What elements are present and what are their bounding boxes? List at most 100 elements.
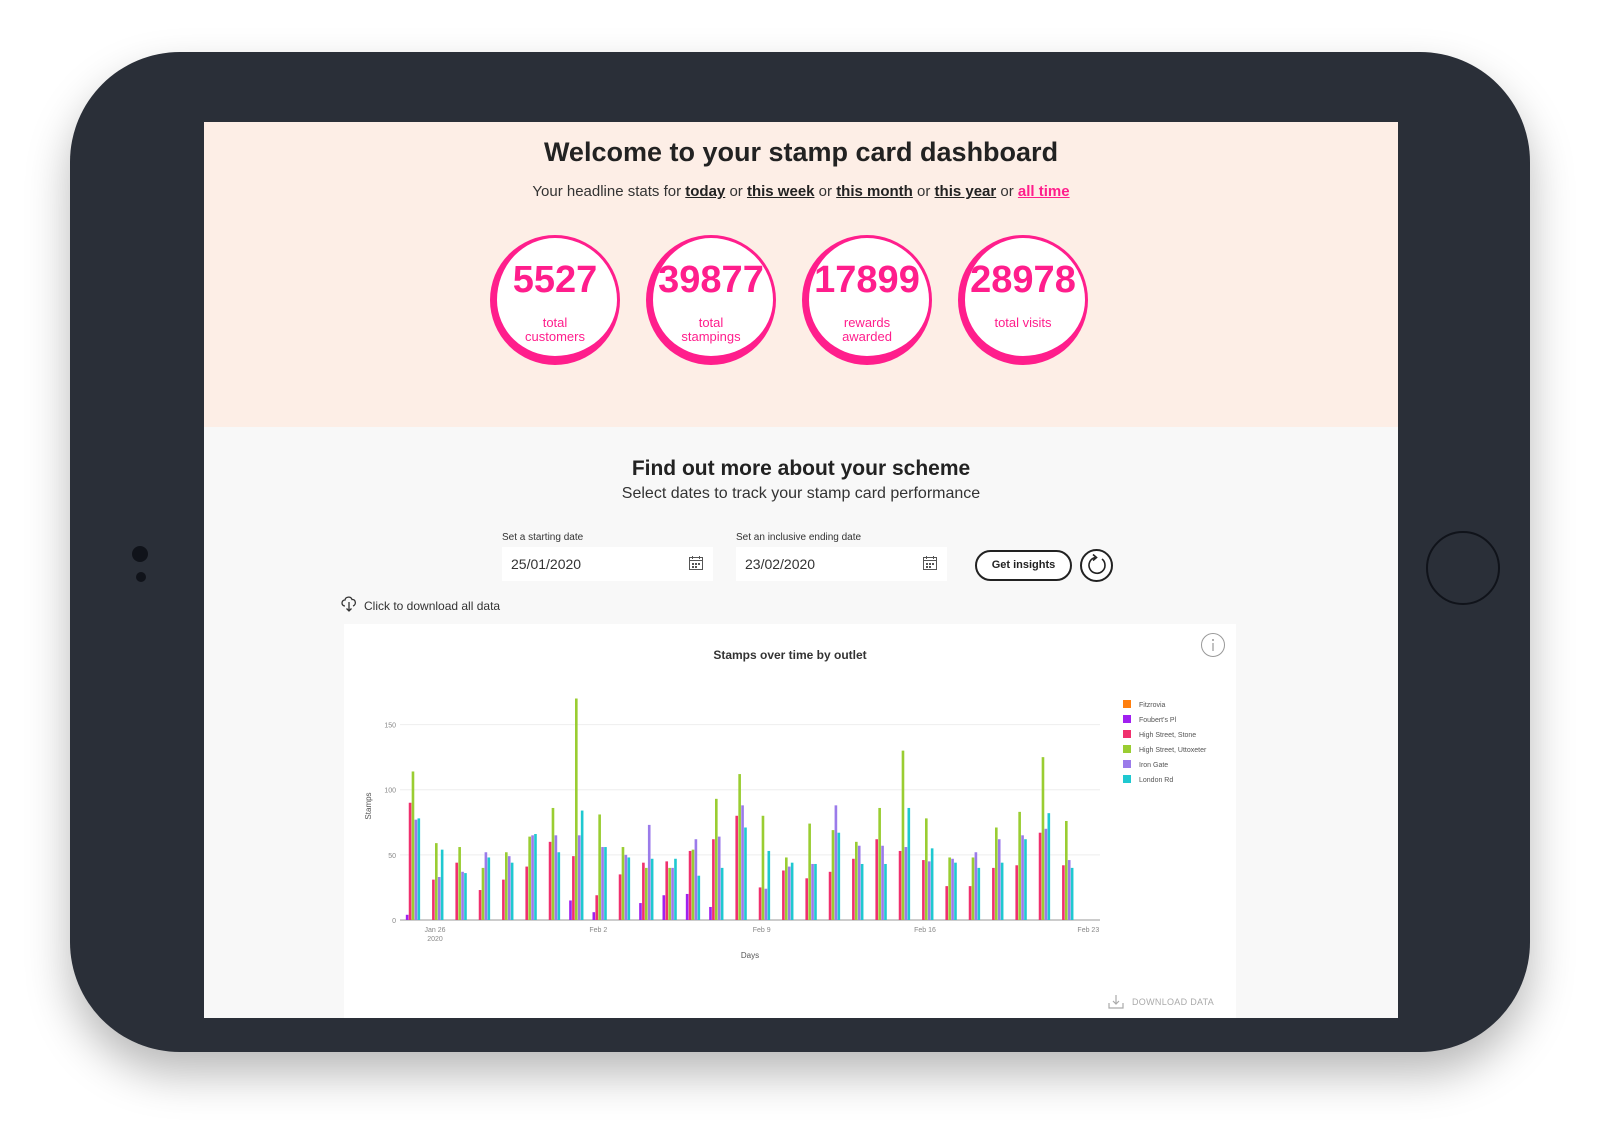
- bar: [575, 698, 578, 920]
- y-tick-label: 150: [384, 723, 396, 730]
- period-selector: Your headline stats for today or this we…: [204, 183, 1398, 200]
- bar: [948, 857, 951, 920]
- bar: [505, 852, 508, 920]
- bar: [458, 847, 461, 920]
- bar: [738, 774, 741, 920]
- start-date-field[interactable]: 25/01/2020: [502, 547, 713, 581]
- bar: [601, 847, 604, 920]
- bar: [437, 877, 441, 920]
- bar: [884, 863, 887, 920]
- bar: [785, 857, 788, 920]
- bar: [592, 912, 596, 920]
- chart: 0 50 100 150 Jan 26 2020 Feb 2 Feb 9 Feb 16 Feb 2…: [364, 698, 1207, 960]
- bar: [951, 858, 954, 920]
- period-link-week[interactable]: this week: [746, 183, 815, 200]
- calendar-icon[interactable]: [689, 556, 703, 570]
- bar: [484, 852, 488, 920]
- bar: [1070, 867, 1074, 920]
- home-button[interactable]: [1426, 531, 1500, 605]
- stat-total-customers: 5527 total customers: [490, 235, 626, 371]
- bar: [598, 814, 601, 920]
- bar: [665, 861, 669, 920]
- download-all-label: Click to download all data: [364, 599, 501, 613]
- chart-card: 0 50 100 150 Jan 26 2020 Feb 2 Feb 9 Feb 16 Feb 2…: [344, 624, 1236, 1018]
- bar: [525, 866, 529, 920]
- info-icon[interactable]: [1200, 632, 1226, 658]
- x-tick-label: Feb 9: [753, 927, 771, 934]
- bar: [927, 861, 931, 920]
- bar: [709, 906, 712, 920]
- refresh-button[interactable]: [1080, 549, 1113, 582]
- legend-label: Foubert's Pl: [1139, 717, 1177, 724]
- legend-swatch: [1123, 760, 1131, 768]
- bar: [930, 848, 934, 920]
- bar: [554, 835, 558, 920]
- stat-rewards-awarded: 17899 rewards awarded: [802, 235, 938, 371]
- legend-swatch: [1123, 775, 1131, 783]
- download-data-button[interactable]: DOWNLOAD DATA: [1108, 994, 1228, 1010]
- bar: [440, 849, 444, 920]
- sensor-dot: [136, 572, 146, 582]
- bar: [852, 858, 855, 920]
- bar: [767, 850, 771, 920]
- section-subtitle: Select dates to track your stamp card pe…: [621, 485, 981, 502]
- get-insights-button[interactable]: Get insights: [975, 550, 1072, 581]
- cloud-download-icon: [341, 596, 356, 612]
- bar: [668, 867, 671, 920]
- bar: [715, 798, 718, 920]
- start-date-value: 25/01/2020: [511, 556, 582, 572]
- bar: [671, 867, 674, 920]
- bar: [828, 871, 832, 920]
- stat-label: total visits: [994, 315, 1052, 330]
- screen: Welcome to your stamp card dashboard You…: [204, 122, 1398, 1018]
- period-link-month[interactable]: this month: [836, 183, 913, 200]
- bar: [1044, 828, 1048, 920]
- bar: [761, 815, 765, 920]
- bar: [1015, 865, 1019, 920]
- page-title: Welcome to your stamp card dashboard: [543, 137, 1059, 167]
- legend-label: High Street, Stone: [1139, 732, 1196, 739]
- bar: [811, 863, 814, 920]
- calendar-icon[interactable]: [923, 556, 937, 570]
- download-data-label: DOWNLOAD DATA: [1132, 997, 1215, 1007]
- stat-value: 17899: [814, 259, 920, 301]
- period-link-all-time[interactable]: all time: [1017, 183, 1070, 200]
- bar: [814, 863, 817, 920]
- bar: [478, 890, 482, 920]
- period-link-year[interactable]: this year: [934, 183, 997, 200]
- legend-swatch: [1123, 745, 1131, 753]
- bar: [624, 854, 628, 920]
- end-date-field[interactable]: 23/02/2020: [736, 547, 947, 581]
- bar: [650, 858, 654, 920]
- x-tick-label: Feb 16: [914, 927, 936, 934]
- bar: [580, 810, 584, 920]
- bar: [901, 750, 905, 920]
- bar: [758, 887, 762, 920]
- legend-swatch: [1123, 715, 1131, 723]
- stat-ring: [490, 235, 620, 365]
- bar: [461, 871, 464, 920]
- y-tick-label: 50: [388, 853, 396, 860]
- stat-ring: [802, 235, 932, 365]
- legend-label: London Rd: [1139, 777, 1173, 784]
- bar: [674, 858, 677, 920]
- bar: [954, 862, 957, 920]
- bar: [528, 836, 531, 920]
- stat-total-stampings: 39877 total stampings: [646, 235, 782, 371]
- bar: [502, 879, 505, 920]
- bar: [834, 805, 838, 920]
- bar: [968, 886, 972, 920]
- bar: [662, 895, 666, 920]
- period-link-today[interactable]: today: [685, 183, 726, 200]
- bar: [992, 867, 995, 920]
- bar: [534, 834, 537, 920]
- bar: [977, 867, 981, 920]
- start-date-label: Set a starting date: [502, 532, 584, 543]
- bar: [621, 847, 625, 920]
- chart-title: Stamps over time by outlet: [713, 648, 867, 662]
- stat-value: 39877: [658, 259, 764, 301]
- bar: [557, 852, 561, 920]
- bar: [997, 839, 1001, 920]
- y-tick-label: 100: [384, 788, 396, 795]
- bar: [1024, 839, 1027, 920]
